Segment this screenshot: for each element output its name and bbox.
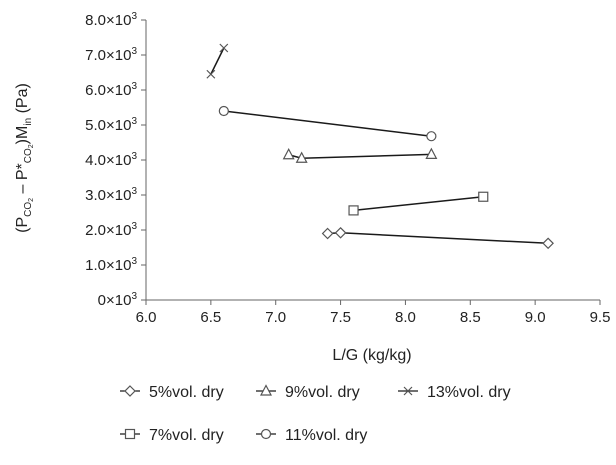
- y-tick-label: 6.0×103: [85, 81, 137, 99]
- data-point: [295, 151, 308, 163]
- x-tick-label: 9.5: [590, 309, 611, 326]
- x-tick-label: 8.5: [460, 309, 481, 326]
- legend-label: 5%vol. dry: [149, 384, 224, 401]
- legend-marker: [124, 385, 136, 397]
- x-tick-label: 8.0: [395, 309, 416, 326]
- x-tick-label: 6.0: [136, 309, 157, 326]
- y-tick-label: 1.0×103: [85, 256, 137, 274]
- series-line: [223, 110, 432, 137]
- legend-item: 13%vol. dry: [398, 384, 511, 401]
- y-tick-label: 3.0×103: [85, 186, 137, 204]
- y-tick-label: 8.0×103: [85, 11, 137, 29]
- legend-item: 11%vol. dry: [256, 427, 367, 444]
- legend-label: 7%vol. dry: [149, 427, 224, 444]
- data-point: [206, 69, 216, 79]
- series-line: [327, 232, 549, 245]
- series-line: [353, 196, 484, 212]
- data-point: [282, 147, 295, 160]
- x-tick-label: 6.5: [200, 309, 221, 326]
- series-triangle: [282, 147, 438, 163]
- x-tick-label: 9.0: [525, 309, 546, 326]
- legend-marker: [260, 428, 272, 440]
- x-axis-title: L/G (kg/kg): [332, 347, 411, 364]
- data-point: [425, 147, 438, 159]
- legend-label: 11%vol. dry: [285, 427, 367, 444]
- legend-item: 9%vol. dry: [256, 384, 360, 401]
- series-circle: [218, 105, 437, 142]
- data-point: [334, 226, 347, 239]
- legend-label: 13%vol. dry: [427, 384, 511, 401]
- data-point: [542, 237, 554, 250]
- data-point: [348, 205, 359, 216]
- legend-marker: [260, 384, 272, 396]
- plot-area: 6.0 6.5 7.0 7.5 8.0 8.5 9.0 9.5 0×103 1.0×103 2.0×…: [85, 11, 610, 326]
- legend-item: 5%vol. dry: [120, 384, 224, 401]
- data-point: [218, 105, 229, 117]
- legend-label: 9%vol. dry: [285, 384, 360, 401]
- data-point: [478, 191, 489, 202]
- y-tick-label: 0×103: [98, 291, 138, 309]
- series-line: [210, 47, 225, 75]
- y-tick-label: 7.0×103: [85, 46, 137, 64]
- series-diamond: [321, 226, 554, 250]
- legend-marker: [124, 428, 136, 440]
- x-tick-label: 7.0: [265, 309, 286, 326]
- y-axis-title: (PCO2 – P*CO2)Min (Pa): [14, 83, 35, 233]
- data-point: [321, 227, 334, 240]
- legend: 5%vol. dry 9%vol. dry 13%vol. dry 7%vol. dr…: [120, 384, 511, 444]
- series-square: [348, 191, 489, 216]
- data-point: [219, 43, 229, 53]
- series-x: [206, 43, 229, 79]
- svg-text:(PCO2 – P*CO2)Min (Pa): (PCO2 – P*CO2)Min (Pa): [14, 83, 35, 233]
- y-tick-label: 4.0×103: [85, 151, 137, 169]
- x-tick-label: 7.5: [330, 309, 351, 326]
- y-tick-label: 2.0×103: [85, 221, 137, 239]
- data-point: [426, 131, 437, 142]
- legend-item: 7%vol. dry: [120, 427, 224, 444]
- legend-marker: [403, 386, 413, 396]
- series-line: [288, 153, 432, 160]
- y-tick-label: 5.0×103: [85, 116, 137, 134]
